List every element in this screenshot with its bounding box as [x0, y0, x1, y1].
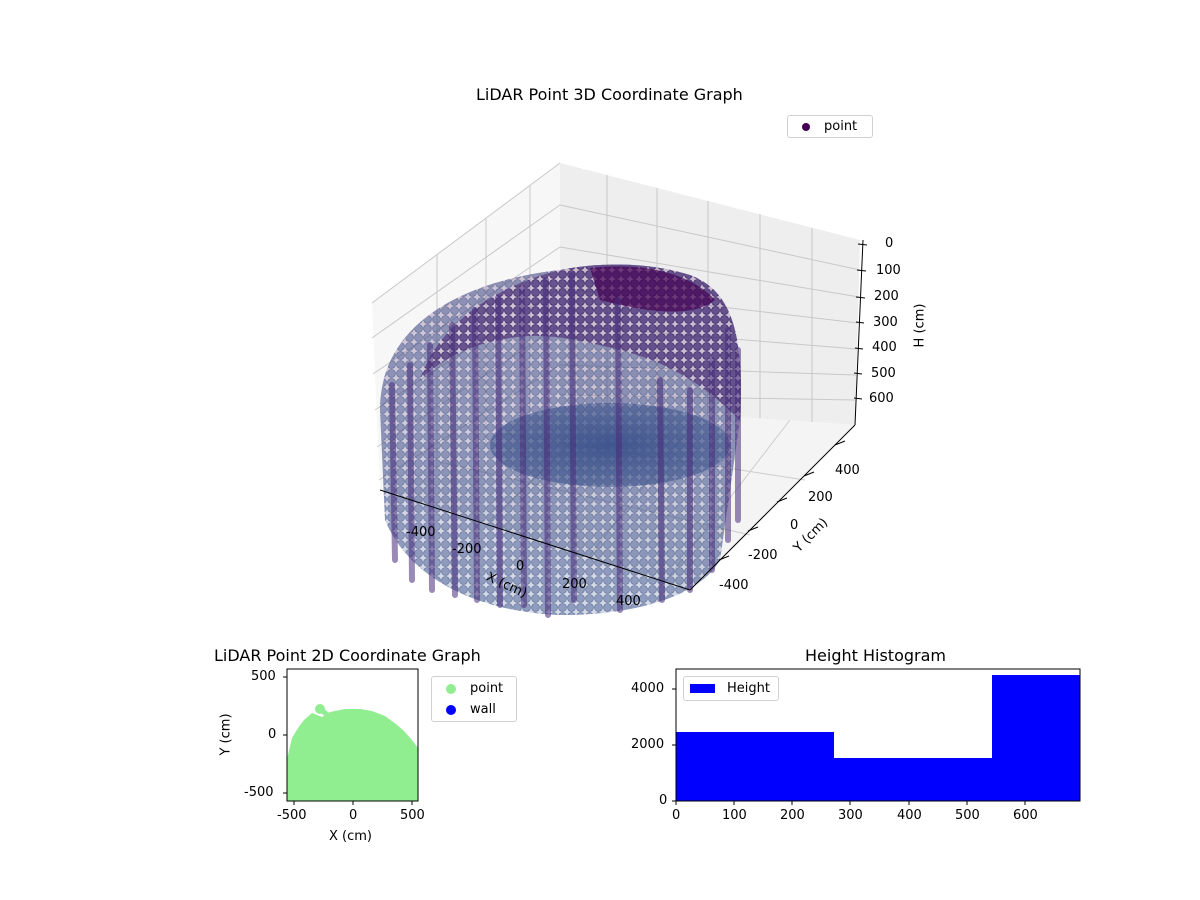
z-tick-500: 500: [871, 366, 896, 381]
y-tick-neg200: -200: [748, 548, 778, 563]
axes-3d-lines: [379, 239, 868, 591]
hist-y-tick-4000: 4000: [631, 681, 665, 696]
y2d-axis-label: Y (cm): [218, 713, 234, 756]
hist-y-tick-2000: 2000: [631, 737, 665, 752]
hist-x-tick-300: 300: [838, 808, 863, 823]
legend-item-point: point: [788, 116, 872, 137]
x2d-tick-neg500: -500: [277, 808, 307, 823]
y-tick-0: 0: [790, 518, 799, 533]
legend-item-wall: wall: [432, 699, 516, 720]
y2d-tick-500: 500: [251, 669, 276, 684]
x2d-axis-label: X (cm): [329, 829, 372, 844]
legend-item-point: point: [432, 678, 516, 699]
legend-label: Height: [727, 681, 770, 696]
legend-3d: point: [787, 115, 873, 138]
z-tick-100: 100: [876, 263, 901, 278]
x2d-tick-0: 0: [349, 808, 358, 823]
hist-x-tick-200: 200: [780, 808, 805, 823]
legend-label: point: [470, 681, 504, 696]
hist-x-tick-500: 500: [955, 808, 980, 823]
chart-2d-title: LiDAR Point 2D Coordinate Graph: [214, 646, 481, 665]
hist-x-tick-100: 100: [722, 808, 747, 823]
point-cloud-3d: [380, 264, 741, 618]
y2d-tick-0: 0: [268, 727, 277, 742]
legend-marker-icon: [446, 704, 456, 715]
hist-x-tick-600: 600: [1013, 808, 1038, 823]
x2d-tick-500: 500: [400, 808, 425, 823]
legend-label: wall: [470, 702, 496, 717]
legend-histogram: Height: [683, 676, 779, 701]
x-tick-neg200: -200: [452, 542, 482, 557]
chart-3d-title: LiDAR Point 3D Coordinate Graph: [476, 85, 743, 104]
y-tick-neg400: -400: [719, 578, 749, 593]
x-axis-line: [379, 489, 691, 591]
x-tick-neg400: -400: [406, 525, 436, 540]
legend-item-height: Height: [684, 678, 778, 699]
y-axis-line: [689, 424, 856, 591]
histogram-title: Height Histogram: [805, 646, 946, 665]
hist-x-tick-0: 0: [672, 808, 681, 823]
y-tick-400: 400: [835, 463, 860, 478]
y-tick-200: 200: [808, 490, 833, 505]
z-tick-400: 400: [872, 340, 897, 355]
x-tick-200: 200: [562, 577, 587, 592]
z-tick-600: 600: [869, 391, 894, 406]
x-tick-400: 400: [616, 594, 641, 609]
hist-x-tick-400: 400: [897, 808, 922, 823]
hist-y-tick-0: 0: [659, 793, 668, 808]
legend-2d: point wall: [431, 676, 517, 722]
z-tick-200: 200: [874, 289, 899, 304]
legend-marker-icon: [802, 122, 810, 131]
y2d-tick-neg500: -500: [244, 785, 274, 800]
legend-label: point: [824, 119, 858, 134]
x-tick-0: 0: [516, 559, 525, 574]
z-tick-300: 300: [873, 315, 898, 330]
z-axis-label: H (cm): [912, 303, 928, 348]
z-tick-0: 0: [885, 236, 894, 251]
legend-marker-icon: [446, 683, 456, 694]
legend-patch-icon: [690, 684, 716, 693]
